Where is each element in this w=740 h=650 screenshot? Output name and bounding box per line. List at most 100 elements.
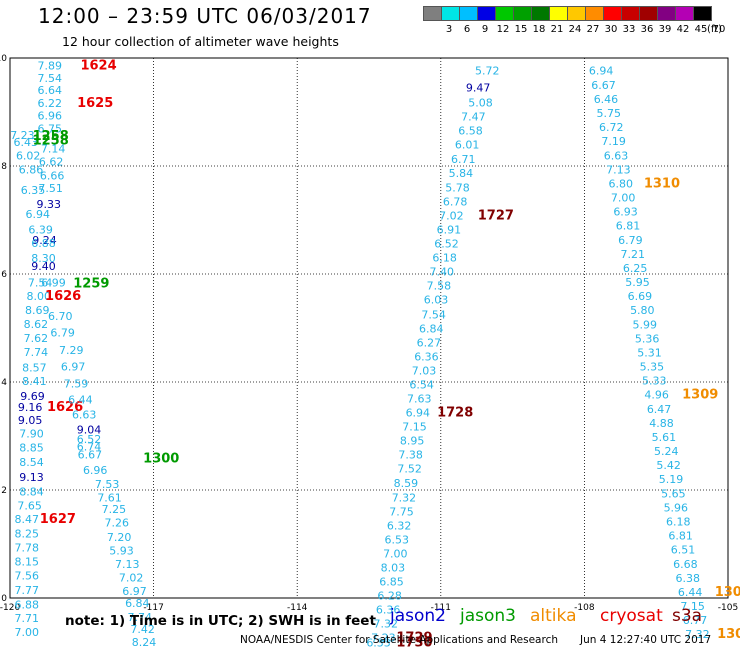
generated-timestamp: Jun 4 12:27:40 UTC 2017 — [580, 634, 712, 646]
wave-height-value: 6.78 — [443, 195, 468, 208]
wave-height-value: 6.35 — [21, 184, 46, 197]
map-frame — [9, 57, 729, 599]
wave-height-value: 6.54 — [409, 378, 434, 391]
wave-height-value: 7.75 — [389, 505, 414, 518]
wave-height-value: 6.80 — [609, 178, 634, 191]
wave-height-value: 6.47 — [647, 403, 672, 416]
wave-height-value: 9.69 — [20, 390, 45, 403]
wave-height-value: 7.54 — [37, 72, 62, 85]
wave-height-value: 7.20 — [107, 531, 132, 544]
x-tick-label: -117 — [143, 603, 163, 613]
y-tick-label: 8 — [1, 162, 7, 172]
wave-height-value: 6.94 — [589, 65, 614, 78]
pass-time-label: 1729 — [396, 631, 432, 646]
pass-time-label: 1627 — [40, 512, 76, 527]
wave-height-value: 5.61 — [652, 431, 677, 444]
wave-height-value: 7.32 — [374, 618, 399, 631]
wave-height-value: 7.03 — [412, 364, 437, 377]
wave-height-value: 7.52 — [397, 463, 422, 476]
x-tick-label: -111 — [431, 603, 451, 613]
wave-height-value: 6.64 — [37, 84, 62, 97]
wave-height-value: 8.47 — [15, 513, 40, 526]
wave-height-value: 5.08 — [468, 97, 493, 110]
wave-height-value: 6.22 — [37, 97, 62, 110]
wave-height-value: 8.62 — [24, 318, 49, 331]
color-scale-label: 9 — [481, 24, 489, 35]
wave-height-value: 6.43 — [14, 136, 39, 149]
wave-height-value: 7.13 — [606, 164, 631, 177]
wave-height-value: 7.53 — [95, 478, 120, 491]
wave-height-value: 6.53 — [385, 533, 410, 546]
wave-height-value: 5.84 — [449, 167, 474, 180]
x-tick-label: -114 — [287, 603, 308, 613]
wave-height-value: 6.99 — [41, 276, 66, 289]
wave-height-value: 7.47 — [461, 111, 486, 124]
wave-height-value: 6.79 — [618, 234, 643, 247]
wave-height-value: 6.69 — [628, 290, 653, 303]
pass-time-label: 1626 — [47, 400, 83, 415]
wave-height-value: 5.78 — [445, 181, 470, 194]
x-tick-label: -108 — [574, 603, 595, 613]
wave-height-value: 7.40 — [430, 266, 455, 279]
wave-height-value: 7.26 — [104, 517, 129, 530]
wave-height-value: 6.25 — [623, 262, 648, 275]
color-scale-label: 6 — [463, 24, 471, 35]
wave-height-value: 6.63 — [604, 150, 629, 163]
wave-height-value: 7.65 — [17, 499, 42, 512]
x-tick-label: -120 — [0, 603, 20, 613]
wave-height-value: 6.75 — [37, 123, 62, 136]
wave-height-value: 8.03 — [381, 562, 406, 575]
legend-item-cryosat: cryosat — [600, 606, 663, 626]
wave-height-value: 6.93 — [613, 206, 638, 219]
credit-text: NOAA/NESDIS Center for Satellite Applica… — [240, 634, 558, 646]
wave-height-value: 7.51 — [38, 182, 63, 195]
wave-height-value: 7.23 — [371, 632, 396, 645]
pass-time-label: 1625 — [77, 96, 113, 111]
wave-height-value: 5.35 — [640, 361, 665, 374]
pass-time-label: 1309 — [682, 388, 718, 403]
footer-note: note: 1) Time is in UTC; 2) SWH is in fe… — [65, 613, 376, 629]
wave-height-value: 6.84 — [419, 322, 444, 335]
color-scale-label: 24 — [568, 24, 582, 35]
wave-height-value: 6.81 — [668, 530, 693, 543]
wave-height-value: 8.85 — [19, 442, 44, 455]
x-tick-label: -105 — [718, 603, 738, 613]
color-scale-label: 30 — [604, 24, 618, 35]
legend-item-jason2: jason2 — [390, 606, 446, 626]
wave-height-value: 6.52 — [434, 238, 459, 251]
wave-height-value: 6.36 — [414, 350, 439, 363]
wave-height-value: 9.05 — [18, 414, 43, 427]
pass-time-label: 1727 — [478, 208, 514, 223]
wave-height-value: 7.74 — [127, 611, 152, 624]
wave-height-value: 6.01 — [455, 139, 480, 152]
wave-height-value: 6.66 — [40, 170, 65, 183]
color-swatch — [693, 6, 712, 21]
wave-height-value: 6.67 — [78, 449, 103, 462]
wave-height-value: 6.03 — [424, 294, 449, 307]
wave-height-value: 6.28 — [377, 590, 402, 603]
wave-height-value: 8.30 — [31, 252, 56, 265]
pass-time-label: 1307 — [717, 627, 740, 642]
wave-height-value: 6.72 — [599, 121, 624, 134]
wave-height-value: 8.59 — [394, 477, 419, 490]
wave-height-value: 8.95 — [400, 435, 425, 448]
legend-item-altika: altika — [530, 606, 577, 626]
wave-height-value: 6.58 — [458, 125, 483, 138]
wave-height-value: 5.72 — [475, 65, 500, 78]
color-scale-label: 27 — [586, 24, 600, 35]
wave-height-value: 7.78 — [15, 542, 40, 555]
wave-height-value: 6.46 — [594, 93, 619, 106]
y-tick-label: 2 — [1, 486, 7, 496]
y-tick-label: 10 — [0, 54, 7, 64]
wave-height-value: 6.94 — [406, 407, 431, 420]
wave-height-value: 7.56 — [15, 570, 40, 583]
pass-time-label: 1730 — [396, 636, 432, 650]
wave-height-value: 7.00 — [15, 626, 40, 639]
wave-height-value: 6.67 — [591, 79, 616, 92]
color-scale-label: 45 — [694, 24, 708, 35]
legend-item-s3a: s3a — [672, 606, 703, 626]
color-scale-unit: (ft) — [707, 24, 723, 35]
wave-height-value: 5.99 — [632, 319, 657, 332]
wave-height-value: 5.80 — [630, 304, 655, 317]
wave-height-value: 8.54 — [19, 456, 44, 469]
